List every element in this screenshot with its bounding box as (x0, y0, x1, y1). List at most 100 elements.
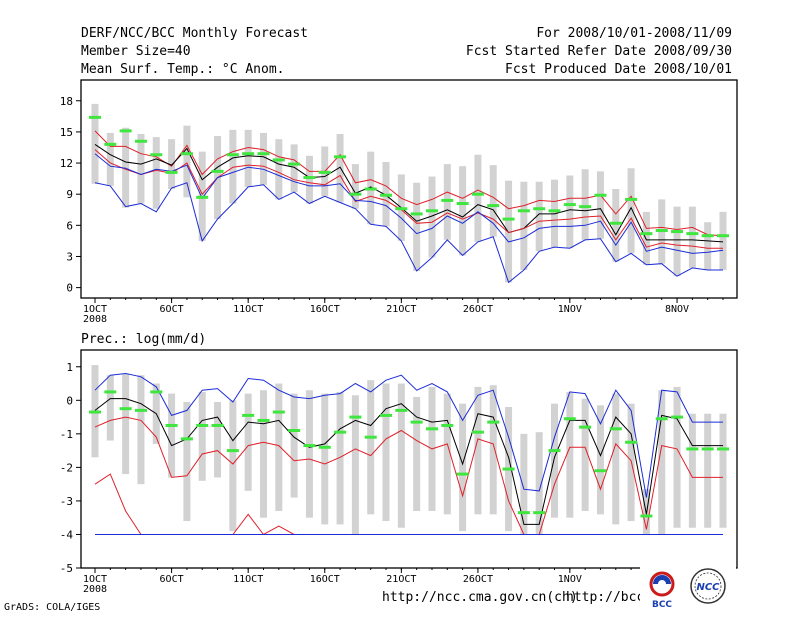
ensemble-box (382, 383, 390, 522)
ensemble-box (259, 132, 267, 185)
y-tick-label: 0 (66, 394, 73, 407)
plot-frame (80, 79, 738, 299)
ensemble-box (152, 137, 160, 209)
y-tick-label: -5 (60, 562, 73, 575)
ensemble-box (229, 400, 237, 532)
x-tick-label: 21OCT (386, 304, 416, 315)
x-tick-year: 2008 (83, 314, 107, 325)
ensemble-box (168, 393, 176, 478)
x-tick-year: 2008 (83, 584, 107, 595)
url-cma[interactable]: http://ncc.cma.gov.cn(ch) (382, 590, 578, 605)
series-max (94, 182, 723, 284)
ensemble-box (719, 413, 727, 528)
url-bcc[interactable]: http://bcc.c (566, 590, 660, 605)
ensemble-box (214, 401, 222, 478)
y-tick-label: 6 (66, 219, 73, 232)
ensemble-box (290, 144, 298, 193)
ensemble-box (413, 182, 421, 272)
ensemble-box (443, 393, 451, 515)
y-tick-label: 1 (66, 361, 73, 374)
ncc-logo-text: NCC (696, 582, 720, 593)
ensemble-box (566, 391, 574, 518)
ensemble-box (612, 393, 620, 525)
ensemble-box (229, 129, 237, 204)
ensemble-box (520, 433, 528, 535)
ensemble-box (719, 211, 727, 270)
y-tick-label: 0 (66, 282, 73, 295)
ensemble-box (581, 398, 589, 511)
ensemble-box (367, 380, 375, 515)
series-min (94, 153, 724, 254)
x-tick-label: 26OCT (463, 574, 493, 585)
ensemble-box (351, 164, 359, 209)
member-size: Member Size=40 (81, 44, 191, 59)
x-tick-label: 26OCT (463, 304, 493, 315)
agency-logos: BCC NCC (640, 566, 736, 610)
ensemble-box (596, 171, 604, 239)
y-tick-label: 15 (60, 126, 73, 139)
ensemble-box (244, 129, 252, 187)
ensemble-box (658, 390, 666, 535)
series-spread_top (94, 416, 723, 535)
x-tick-label: 16OCT (310, 304, 340, 315)
ensemble-box (413, 396, 421, 511)
ensemble-box (612, 189, 620, 262)
ensemble-box (535, 181, 543, 252)
valid-period: For 2008/10/01-2008/11/09 (536, 26, 732, 41)
grads-credit: GrADS: COLA/IGES (4, 602, 101, 613)
ensemble-box (535, 432, 543, 535)
ensemble-box (351, 395, 359, 535)
ensemble-box (673, 206, 681, 277)
ensemble-box (244, 393, 252, 491)
series-mean (94, 398, 723, 525)
ensemble-box (91, 103, 99, 184)
series-q25 (94, 130, 724, 237)
x-tick-label: 8NOV (665, 304, 689, 315)
y-tick-label: -4 (60, 528, 74, 541)
x-tick-label: 11OCT (233, 304, 263, 315)
ensemble-box (474, 154, 482, 242)
ensemble-box (474, 386, 482, 515)
chart-title: DERF/NCC/BCC Monthly Forecast (81, 26, 308, 41)
ensemble-box (688, 206, 696, 268)
ensemble-box (321, 393, 329, 525)
y-tick-label: -3 (60, 495, 73, 508)
ensemble-box (259, 390, 267, 518)
ensemble-box (489, 385, 497, 515)
x-tick-label: 21OCT (386, 574, 416, 585)
series-envelope_top (94, 372, 723, 498)
ensemble-box (305, 390, 313, 518)
ensemble-box (459, 166, 467, 256)
ensemble-box (198, 391, 206, 481)
ensemble-box (566, 175, 574, 249)
ensemble-box (137, 375, 145, 485)
bcc-logo-text: BCC (652, 600, 672, 610)
plot-frame (80, 349, 738, 569)
variable-label: Mean Surf. Temp.: °C Anom. (81, 62, 285, 77)
x-tick-label: 11OCT (233, 574, 263, 585)
x-tick-label: 16OCT (310, 574, 340, 585)
ensemble-box (581, 169, 589, 240)
precip-title: Prec.: log(mm/d) (81, 332, 206, 347)
ensemble-box (183, 125, 191, 198)
ensemble-box (122, 373, 130, 475)
refer-date: Fcst Started Refer Date 2008/09/30 (465, 44, 732, 59)
ensemble-box (168, 139, 176, 189)
x-tick-label: 1OCT (83, 574, 107, 585)
ensemble-box (520, 181, 528, 270)
ensemble-box (489, 165, 497, 237)
series-q05 (94, 149, 723, 249)
ensemble-box (275, 139, 283, 200)
ensemble-box (459, 403, 467, 532)
ensemble-box (275, 383, 283, 511)
ensemble-box (137, 133, 145, 204)
y-tick-label: -1 (60, 428, 73, 441)
ensemble-box (596, 405, 604, 515)
y-tick-label: 12 (60, 157, 73, 170)
ensemble-box (290, 393, 298, 498)
ensemble-box (704, 413, 712, 528)
x-tick-label: 1OCT (83, 304, 107, 315)
